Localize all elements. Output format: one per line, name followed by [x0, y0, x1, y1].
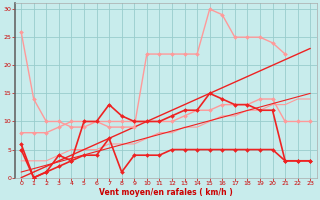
X-axis label: Vent moyen/en rafales ( km/h ): Vent moyen/en rafales ( km/h )	[99, 188, 233, 197]
